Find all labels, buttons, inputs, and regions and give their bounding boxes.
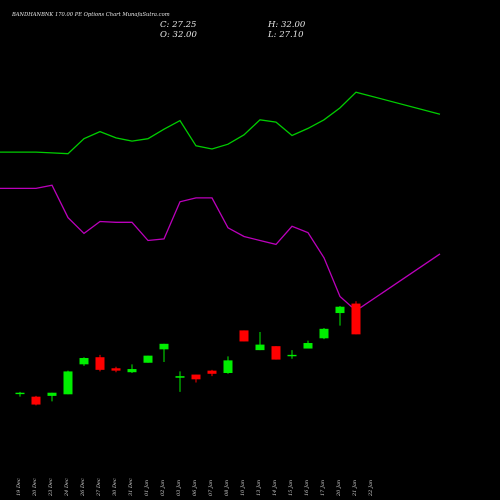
candle-body: [63, 371, 73, 395]
candle: [335, 305, 345, 326]
x-tick-label: 15 Jan: [288, 480, 294, 496]
candle: [63, 370, 73, 395]
x-tick-label: 16 Jan: [304, 480, 310, 496]
candle-body: [143, 355, 153, 363]
candle: [319, 328, 329, 340]
candle: [47, 392, 57, 402]
candle-body: [319, 328, 329, 339]
high-value: H: 32.00: [267, 20, 306, 30]
x-tick-label: 31 Dec: [128, 478, 134, 496]
x-tick-label: 14 Jan: [272, 480, 278, 496]
candle: [95, 354, 105, 372]
candle: [303, 340, 313, 349]
x-tick-label: 08 Jan: [224, 480, 230, 496]
x-tick-label: 20 Dec: [32, 478, 38, 497]
upper-band-line: [0, 91, 441, 155]
x-tick-label: 06 Jan: [192, 480, 198, 496]
open-value: O: 32.00: [160, 30, 197, 40]
x-tick-label: 24 Dec: [64, 478, 70, 497]
candle-body: [207, 370, 217, 374]
x-tick-label: 21 Jan: [352, 480, 358, 497]
candle: [31, 395, 41, 406]
candle-body: [15, 392, 25, 395]
candle-body: [175, 376, 185, 378]
x-tick-label: 07 Jan: [208, 480, 214, 496]
candle: [143, 355, 153, 363]
x-tick-label: 27 Dec: [96, 478, 102, 497]
x-tick-label: 10 Jan: [240, 480, 246, 496]
x-tick-label: 19 Dec: [16, 478, 22, 496]
x-tick-label: 26 Dec: [80, 478, 86, 497]
candle-body: [287, 354, 297, 357]
candle-body: [79, 358, 89, 365]
candle: [159, 343, 169, 362]
candle-body: [159, 343, 169, 350]
candle-body: [95, 357, 105, 370]
x-tick-label: 22 Jan: [368, 480, 374, 497]
x-tick-label: 20 Jan: [336, 480, 342, 497]
candle-body: [111, 368, 121, 371]
x-axis-labels: 19 Dec 20 Dec 23 Dec 24 Dec 26 Dec 27 Dec 30 D…: [16, 478, 374, 497]
candle-body: [255, 344, 265, 351]
candle-body: [191, 374, 201, 380]
candle-body: [239, 330, 249, 342]
x-tick-label: 02 Jan: [160, 480, 166, 496]
candle: [255, 331, 265, 351]
candle: [351, 301, 361, 335]
x-tick-label: 03 Jan: [176, 480, 182, 496]
candle-body: [271, 346, 281, 360]
candle: [111, 366, 121, 373]
band-lines: [0, 91, 441, 312]
lower-band-line: [0, 184, 441, 312]
candle: [191, 374, 201, 383]
candle: [79, 357, 89, 366]
candle-body: [303, 343, 313, 349]
low-value: L: 27.10: [267, 30, 304, 40]
candle-body: [351, 303, 361, 335]
candle-body: [127, 369, 137, 373]
x-tick-label: 01 Jan: [144, 480, 150, 496]
candle-body: [335, 306, 345, 314]
candle: [127, 364, 137, 373]
x-tick-label: 30 Dec: [112, 478, 118, 496]
close-value: C: 27.25: [160, 20, 196, 30]
candle: [271, 346, 281, 360]
chart-title: BANDHANBNK 170.00 PE Options Chart Munaf…: [11, 12, 170, 18]
candle-body: [47, 392, 57, 396]
candle: [207, 369, 217, 377]
candle: [287, 350, 297, 359]
candle: [15, 391, 25, 397]
x-tick-label: 23 Dec: [48, 478, 54, 497]
candle: [223, 356, 233, 374]
candle: [175, 371, 185, 392]
candle: [239, 330, 249, 342]
candle-body: [31, 396, 41, 405]
candlesticks: [15, 301, 361, 406]
x-tick-label: 17 Jan: [320, 480, 326, 496]
x-tick-label: 13 Jan: [256, 480, 262, 496]
candle-body: [223, 360, 233, 373]
